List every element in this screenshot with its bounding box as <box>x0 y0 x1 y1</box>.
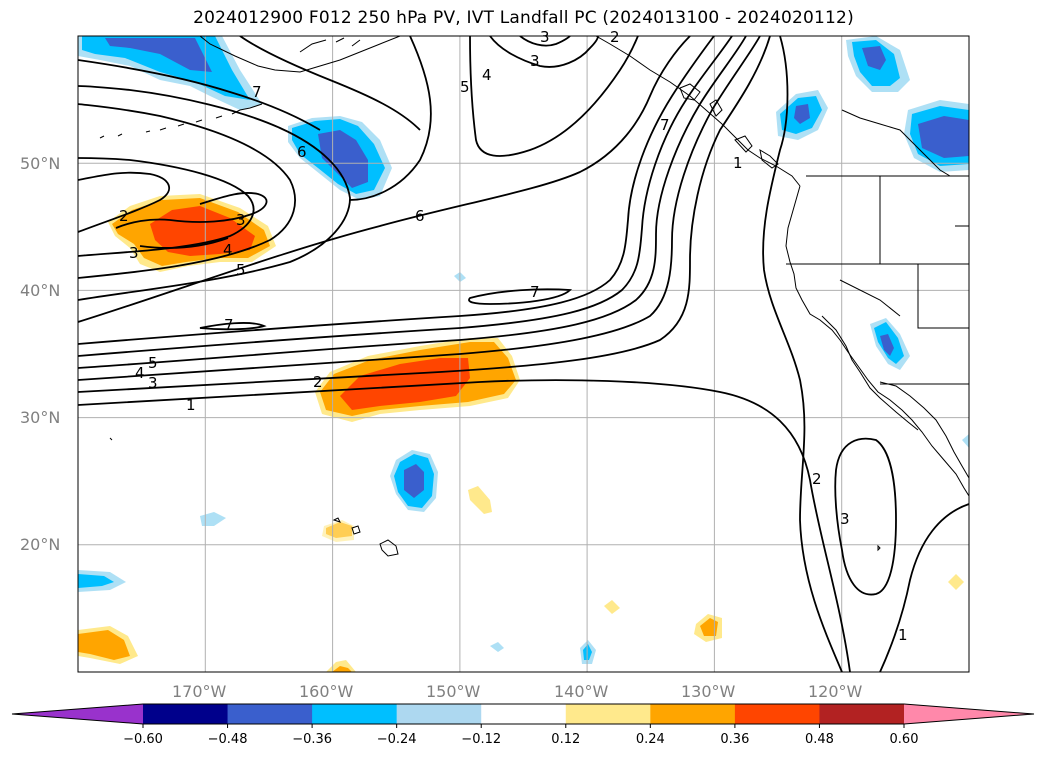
lon-label-160w: 160°W <box>299 682 354 701</box>
contour-label: 5 <box>148 354 158 372</box>
colorbar-segment <box>227 704 313 724</box>
lon-label-120w: 120°W <box>808 682 863 701</box>
contour-label: 3 <box>236 211 246 229</box>
colorbar-segment <box>819 704 905 724</box>
contour-label: 1 <box>898 626 908 644</box>
colorbar-tick-label: −0.36 <box>292 732 332 747</box>
lon-label-170w: 170°W <box>172 682 227 701</box>
contour-label: 7 <box>252 83 262 101</box>
contour-label: 4 <box>135 364 145 382</box>
contour-lines <box>78 36 969 672</box>
contour-label: 7 <box>530 283 540 301</box>
colorbar-tick-label: 0.36 <box>720 732 749 747</box>
contour-label: 3 <box>129 244 139 262</box>
contour-label: 3 <box>530 52 540 70</box>
colorbar-tick-label: 0.24 <box>636 732 665 747</box>
lat-label-20: 20°N <box>20 535 60 554</box>
contour-label: 3 <box>148 374 158 392</box>
lat-label-50: 50°N <box>20 154 60 173</box>
contour-label: 7 <box>660 116 670 134</box>
colorbar-tick-label: 0.48 <box>805 732 834 747</box>
contour-label: 2 <box>812 470 822 488</box>
contour-label: 4 <box>482 66 492 84</box>
page-title: 2024012900 F012 250 hPa PV, IVT Landfall… <box>193 8 854 28</box>
colorbar-segment <box>396 704 482 724</box>
colorbar-segment <box>650 704 736 724</box>
colorbar-tick-label: 0.60 <box>890 732 919 747</box>
lat-label-30: 30°N <box>20 408 60 427</box>
lat-label-40: 40°N <box>20 281 60 300</box>
contour-label: 2 <box>313 373 323 391</box>
coastlines <box>99 36 969 557</box>
lon-label-130w: 130°W <box>681 682 736 701</box>
contour-label: 7 <box>224 316 234 334</box>
colorbar-tick-label: −0.48 <box>208 732 248 747</box>
contour-label: 6 <box>297 143 307 161</box>
colorbar-extend-low <box>12 704 143 724</box>
contour-label: 1 <box>733 154 743 172</box>
contour-label: 5 <box>460 78 470 96</box>
contour-labels-group: 2 3 3 4 5 6 6 7 7 7 5 4 3 1 2 3 4 5 1 2 … <box>119 28 908 644</box>
contour-label: 6 <box>415 207 425 225</box>
colorbar-extend-high <box>904 704 1034 724</box>
lon-label-150w: 150°W <box>426 682 481 701</box>
map-gridlines <box>78 36 969 672</box>
map-area <box>78 36 969 672</box>
colorbar: −0.60 −0.48 −0.36 −0.24 −0.12 0.12 0.24 0.36 0.4… <box>11 703 1035 747</box>
contour-label: 3 <box>540 28 550 46</box>
contour-label: 2 <box>610 28 620 46</box>
colorbar-segment <box>565 704 651 724</box>
contour-label: 4 <box>223 241 233 259</box>
colorbar-tick-label: −0.60 <box>123 732 163 747</box>
lon-label-140w: 140°W <box>554 682 609 701</box>
contour-label: 2 <box>119 207 129 225</box>
colorbar-segment <box>143 704 229 724</box>
longitude-labels: 170°W 160°W 150°W 140°W 130°W 120°W <box>172 682 863 701</box>
colorbar-tick-label: −0.24 <box>377 732 417 747</box>
map-frame <box>77 35 970 673</box>
contour-label: 3 <box>840 510 850 528</box>
contour-label: 1 <box>186 396 196 414</box>
colorbar-segment <box>481 704 567 724</box>
colorbar-segment <box>312 704 398 724</box>
colorbar-segment <box>734 704 820 724</box>
colorbar-tick-label: 0.12 <box>551 732 580 747</box>
colorbar-tick-label: −0.12 <box>461 732 501 747</box>
contour-label: 5 <box>236 261 246 279</box>
latitude-labels: 50°N 40°N 30°N 20°N <box>20 154 60 554</box>
